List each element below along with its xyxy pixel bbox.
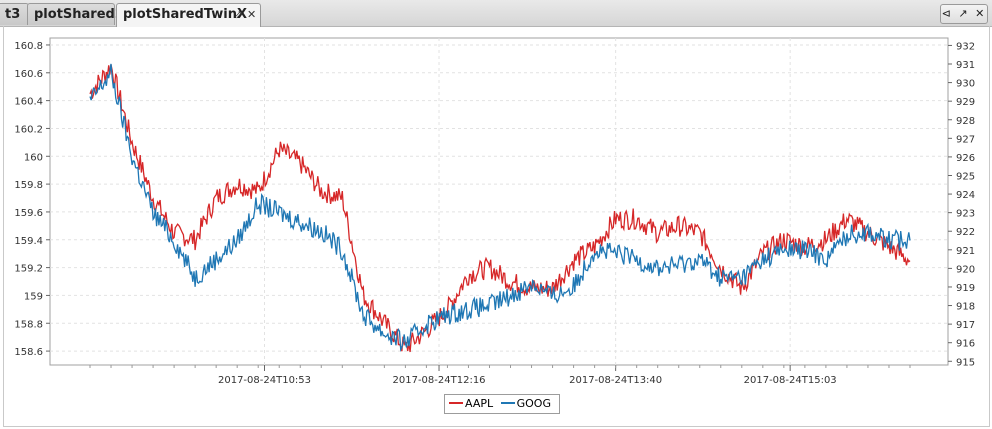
y-right-tick-label: 925 bbox=[956, 171, 975, 182]
y-right-tick-label: 931 bbox=[956, 60, 975, 71]
x-tick-label: 2017-08-24T12:16 bbox=[393, 375, 486, 386]
close-icon[interactable]: ✕ bbox=[247, 8, 257, 21]
legend-item-goog: GOOG bbox=[500, 397, 551, 410]
series-lines bbox=[89, 63, 911, 353]
y-right-tick-label: 916 bbox=[956, 339, 975, 350]
y-right-tick-label: 927 bbox=[956, 134, 975, 145]
y-right-tick-label: 928 bbox=[956, 116, 975, 127]
y-right-tick-label: 917 bbox=[956, 320, 975, 331]
y-right-tick-label: 920 bbox=[956, 264, 975, 275]
y-left-tick-label: 159.6 bbox=[14, 208, 43, 219]
y-right-tick-label: 921 bbox=[956, 246, 975, 257]
grid-lines bbox=[50, 38, 948, 365]
line-chart[interactable]: 160.8 160.6 160.4 160.2 160 159.8 159.6 159.4 15… bbox=[0, 26, 992, 392]
y-right-tick-label: 918 bbox=[956, 302, 975, 313]
right-axis-ticks: 932 931 930 929 928 927 926 925 924 923 922 921 920 9… bbox=[948, 41, 975, 368]
panel-controls[interactable]: ⊲ ↗ ✕ bbox=[940, 4, 988, 24]
y-left-tick-label: 159.4 bbox=[14, 236, 43, 247]
popout-icon[interactable]: ⇗ bbox=[234, 8, 244, 21]
y-left-tick-label: 159 bbox=[24, 291, 43, 302]
x-axis-ticks: 2017-08-24T10:53 2017-08-24T12:16 2017-08-… bbox=[89, 365, 911, 386]
tab-label: plotSharedTwinX bbox=[123, 7, 248, 22]
y-left-tick-label: 158.6 bbox=[14, 347, 43, 358]
y-right-tick-label: 919 bbox=[956, 283, 975, 294]
y-left-tick-label: 160.8 bbox=[14, 41, 43, 52]
x-tick-label: 2017-08-24T13:40 bbox=[569, 375, 662, 386]
tab-t3[interactable]: t3 bbox=[0, 3, 29, 25]
y-right-tick-label: 922 bbox=[956, 227, 975, 238]
legend-label: AAPL bbox=[465, 397, 494, 410]
y-left-tick-label: 160.6 bbox=[14, 69, 43, 80]
tab-plotshared2[interactable]: plotShared2 bbox=[27, 3, 124, 25]
tab-bar: t3 plotShared2 plotSharedTwinX ⇗ ✕ ⊲ ↗ ✕ bbox=[0, 0, 992, 27]
series-line-aapl bbox=[89, 64, 911, 353]
tab-label: t3 bbox=[5, 7, 21, 22]
y-left-tick-label: 159.8 bbox=[14, 180, 43, 191]
left-axis-ticks: 160.8 160.6 160.4 160.2 160 159.8 159.6 159.4 15… bbox=[14, 41, 50, 358]
tab-plotsharedtwinx[interactable]: plotSharedTwinX ⇗ ✕ bbox=[116, 3, 261, 27]
plot-area bbox=[49, 37, 949, 366]
legend-label: GOOG bbox=[516, 397, 551, 410]
series-line-goog bbox=[89, 63, 911, 352]
y-left-tick-label: 158.8 bbox=[14, 319, 43, 330]
y-left-tick-label: 160 bbox=[24, 152, 43, 163]
y-left-tick-label: 160.2 bbox=[14, 124, 43, 135]
y-right-tick-label: 924 bbox=[956, 190, 975, 201]
y-right-tick-label: 923 bbox=[956, 209, 975, 220]
x-tick-label: 2017-08-24T15:03 bbox=[744, 375, 837, 386]
legend: AAPL GOOG bbox=[444, 394, 560, 414]
y-right-tick-label: 932 bbox=[956, 41, 975, 52]
y-right-tick-label: 929 bbox=[956, 97, 975, 108]
plot-panel bbox=[3, 26, 990, 427]
y-right-tick-label: 915 bbox=[956, 357, 975, 368]
x-tick-label: 2017-08-24T10:53 bbox=[218, 375, 311, 386]
y-right-tick-label: 926 bbox=[956, 153, 975, 164]
legend-swatch bbox=[500, 402, 515, 404]
y-left-tick-label: 159.2 bbox=[14, 264, 43, 275]
tab-label: plotShared2 bbox=[34, 7, 124, 22]
y-right-tick-label: 930 bbox=[956, 79, 975, 90]
legend-item-aapl: AAPL bbox=[449, 397, 497, 410]
y-left-tick-label: 160.4 bbox=[14, 97, 43, 108]
legend-swatch bbox=[449, 402, 463, 404]
